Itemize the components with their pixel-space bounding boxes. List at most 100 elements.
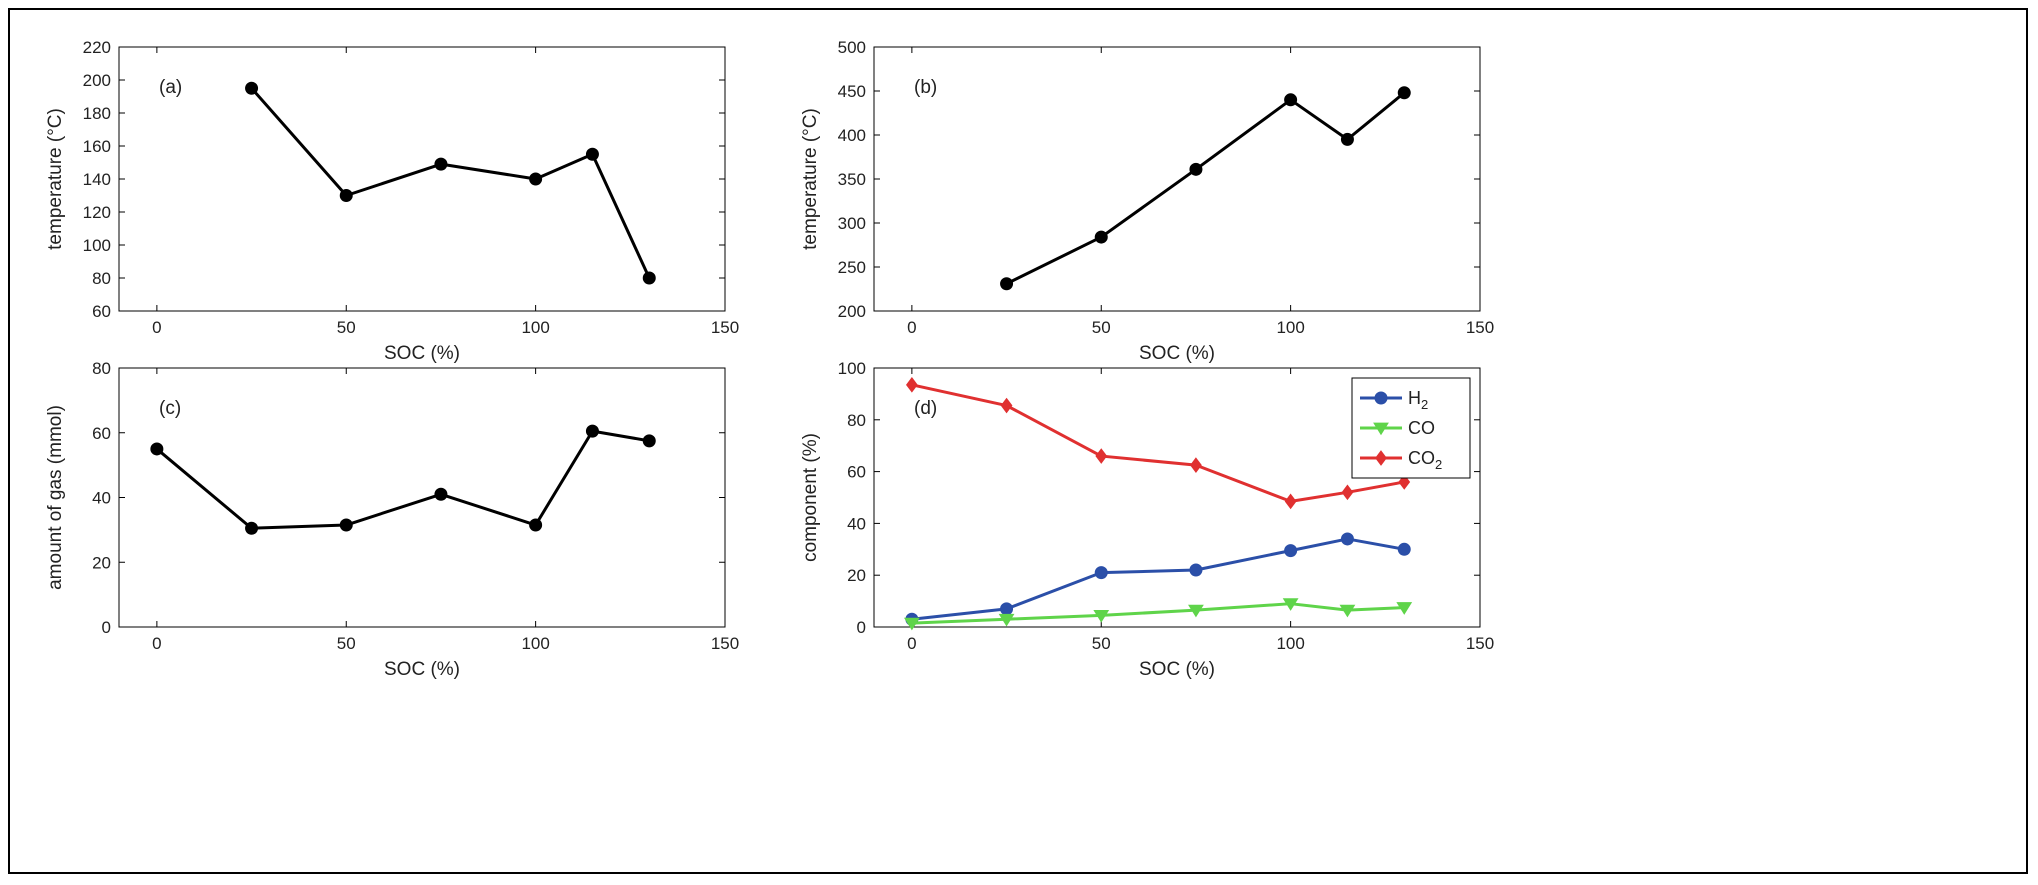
series-line (911, 383, 1405, 503)
y-tick-label: 0 (857, 618, 866, 637)
x-tick-label: 100 (1276, 318, 1304, 337)
x-tick-label: 0 (152, 634, 161, 653)
x-tick-label: 0 (907, 634, 916, 653)
y-tick-label: 60 (92, 302, 111, 321)
data-point (529, 518, 543, 532)
y-tick-label: 200 (83, 71, 111, 90)
data-point (339, 518, 353, 532)
data-point (1340, 132, 1354, 146)
panel-a: 0 50 100 150 60 80 100 120 140 160 180 200 220 SOC (%… (45, 38, 739, 364)
panel-label: (b) (914, 77, 937, 98)
legend-marker (1375, 450, 1387, 466)
data-point (1000, 397, 1013, 414)
figure-frame: 0 50 100 150 60 80 100 120 140 160 180 200 220 SOC (%… (8, 8, 2028, 874)
y-tick-label: 40 (92, 489, 111, 508)
plot-area-box (873, 46, 1481, 312)
y-tick-label: 140 (83, 170, 111, 189)
x-tick-label: 50 (337, 634, 356, 653)
data-point (1095, 448, 1108, 464)
data-point (434, 157, 448, 171)
series-line (1005, 91, 1406, 286)
y-axis-label: temperature (°C) (800, 108, 821, 250)
legend-label-subscript: 2 (1435, 457, 1442, 472)
data-point (1397, 86, 1411, 100)
data-point (1093, 609, 1110, 623)
data-point (1190, 457, 1202, 473)
y-tick-label: 220 (83, 38, 111, 57)
data-point (903, 617, 920, 631)
data-point (585, 147, 599, 161)
y-axis-label: component (%) (800, 433, 821, 562)
data-point (642, 434, 656, 448)
y-tick-label: 100 (83, 236, 111, 255)
x-tick-label: 150 (1466, 634, 1494, 653)
data-point (1094, 230, 1108, 244)
x-axis-label: SOC (%) (384, 343, 460, 364)
y-axis-label: amount of gas (mmol) (45, 405, 66, 590)
data-point (585, 424, 599, 438)
series-1 (903, 598, 1413, 631)
data-point (1189, 162, 1203, 176)
panel-label: (d) (914, 398, 937, 419)
y-tick-label: 350 (838, 170, 866, 189)
x-axis-label: SOC (%) (1139, 659, 1215, 680)
x-tick-label: 100 (521, 318, 549, 337)
y-tick-label: 300 (838, 214, 866, 233)
x-tick-label: 0 (152, 318, 161, 337)
x-tick-label: 150 (711, 318, 739, 337)
data-point (906, 377, 918, 393)
data-point (1189, 563, 1203, 577)
panel-label: (c) (159, 398, 181, 419)
data-point (642, 271, 656, 285)
data-point (1188, 604, 1204, 618)
legend-label: CO (1408, 418, 1435, 438)
panel-b: 0 50 100 150 200 250 300 350 400 450 500 SOC (%) tem… (800, 38, 1494, 364)
panel-c: 0 50 100 150 0 20 40 60 80 SOC (%) amount of gas (… (45, 359, 739, 680)
legend-marker (1373, 422, 1389, 436)
data-point (529, 172, 543, 186)
y-tick-label: 20 (847, 566, 866, 585)
y-tick-label: 250 (838, 258, 866, 277)
y-tick-label: 180 (83, 104, 111, 123)
data-point (434, 487, 448, 501)
panel-label: (a) (159, 77, 182, 98)
y-tick-label: 450 (838, 82, 866, 101)
series-line (911, 602, 1405, 625)
data-point (1000, 602, 1014, 616)
data-point (150, 442, 164, 456)
x-tick-label: 50 (1092, 634, 1111, 653)
y-tick-label: 500 (838, 38, 866, 57)
y-tick-label: 200 (838, 302, 866, 321)
series-0 (150, 424, 656, 535)
data-point (245, 521, 259, 535)
y-tick-label: 120 (83, 203, 111, 222)
data-point (1282, 598, 1299, 611)
y-tick-label: 80 (92, 359, 111, 378)
series-0 (245, 81, 656, 285)
data-point (245, 81, 259, 95)
series-line (155, 429, 650, 530)
plot-area-box (118, 367, 726, 628)
series-line (250, 87, 651, 279)
x-tick-label: 50 (337, 318, 356, 337)
data-point (1339, 604, 1356, 618)
y-tick-label: 400 (838, 126, 866, 145)
data-point (998, 613, 1015, 627)
data-point (1094, 566, 1108, 580)
data-point (1340, 532, 1354, 546)
y-tick-label: 80 (847, 411, 866, 430)
x-axis-label: SOC (%) (384, 659, 460, 680)
x-tick-label: 50 (1092, 318, 1111, 337)
y-axis-label: temperature (°C) (45, 108, 66, 250)
x-tick-label: 0 (907, 318, 916, 337)
data-point (1284, 493, 1297, 510)
x-tick-label: 100 (1276, 634, 1304, 653)
y-tick-label: 40 (847, 514, 866, 533)
x-tick-label: 100 (521, 634, 549, 653)
y-tick-label: 20 (92, 553, 111, 572)
x-axis-label: SOC (%) (1139, 343, 1215, 364)
legend-marker (1374, 391, 1388, 405)
plot-area-box (118, 46, 726, 312)
